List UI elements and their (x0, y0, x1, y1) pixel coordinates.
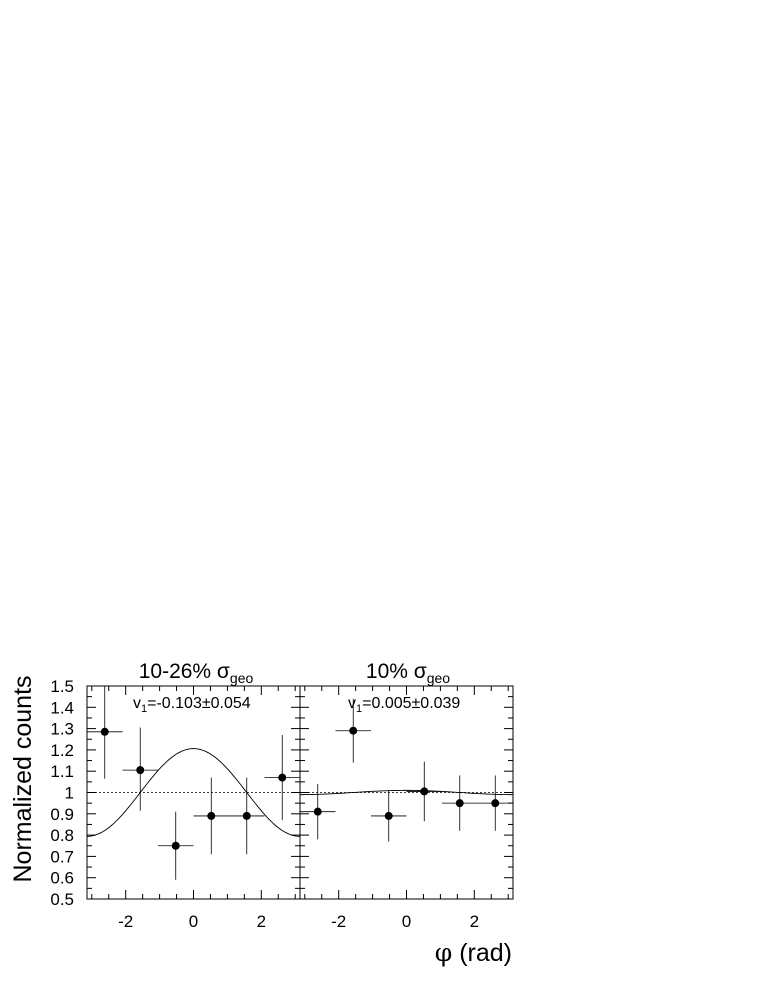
x-axis-label: φ (rad) (435, 938, 512, 967)
data-point (455, 799, 464, 808)
x-tick-label: -2 (118, 912, 133, 931)
y-tick-label: 0.7 (50, 847, 74, 866)
panel-1-title: 10-26% σgeo (139, 660, 254, 686)
data-point (242, 811, 251, 820)
data-point (420, 787, 429, 796)
y-tick-label: 1.3 (50, 720, 74, 739)
fit-curve (300, 789, 513, 796)
y-tick-label: 0.9 (50, 805, 74, 824)
x-tick-label: 0 (189, 912, 198, 931)
y-tick-label: 1.1 (50, 762, 74, 781)
fit-curve (86, 748, 301, 837)
y-tick-label: 1.4 (50, 698, 74, 717)
y-axis-label: Normalized counts (9, 675, 37, 882)
data-point (136, 766, 145, 775)
data-point (384, 811, 393, 820)
y-tick-label: 0.6 (50, 869, 74, 888)
data-point (207, 811, 216, 820)
panel-2-title: 10% σgeo (366, 660, 450, 686)
x-axis-label-symbol: φ (435, 938, 453, 967)
panel-2: -2 0 2 (299, 685, 514, 931)
data-point (491, 799, 500, 808)
y-tick-label: 1.5 (50, 677, 74, 696)
panel-1: 0.5 0.6 0.7 0.8 0.9 1 1.1 1.2 1.3 1.4 1.5 -2 0 2 (50, 677, 301, 931)
panel-1-v1-annotation: v1=-0.103±0.054 (133, 695, 251, 715)
x-tick-label: 2 (257, 912, 266, 931)
x-axis-label-unit: (rad) (452, 939, 512, 967)
data-point (278, 773, 287, 782)
x-tick-label: -2 (331, 912, 346, 931)
data-point (100, 727, 109, 736)
data-point (313, 807, 322, 816)
y-tick-label: 0.8 (50, 826, 74, 845)
y-tick-label: 1 (65, 784, 74, 803)
y-tick-label: 1.2 (50, 741, 74, 760)
data-point (349, 726, 358, 735)
x-tick-label: 0 (402, 912, 411, 931)
panel-2-v1-annotation: v1=0.005±0.039 (348, 695, 460, 715)
x-tick-label: 2 (470, 912, 479, 931)
y-tick-label: 0.5 (50, 890, 74, 909)
data-point (171, 841, 180, 850)
